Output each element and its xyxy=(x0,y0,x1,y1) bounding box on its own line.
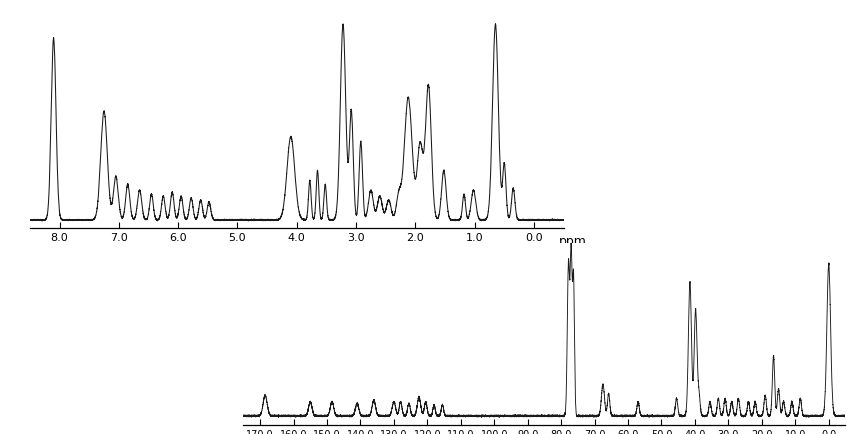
Text: ppm: ppm xyxy=(558,235,586,248)
